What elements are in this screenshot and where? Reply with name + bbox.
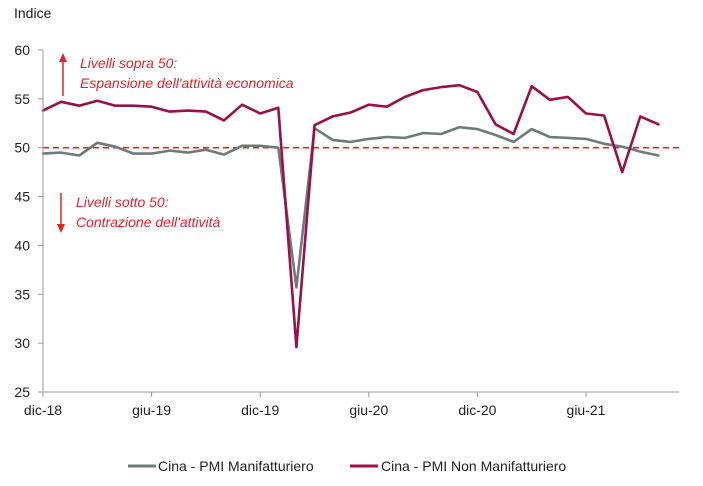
x-tick-label: dic-20 xyxy=(458,402,496,418)
x-axis-ticks: dic-18 giu-19 dic-19 giu-20 dic-20 giu-21 xyxy=(24,392,606,418)
annotation-above-line2: Espansione dell'attività economica xyxy=(80,75,294,91)
x-tick-label: giu-21 xyxy=(567,402,606,418)
y-tick-label: 30 xyxy=(14,335,30,351)
x-tick-label: giu-20 xyxy=(349,402,388,418)
legend: Cina - PMI Manifatturiero Cina - PMI Non… xyxy=(128,458,566,474)
series-line-non-manifatturiero xyxy=(41,83,660,349)
series-layer xyxy=(41,83,660,349)
y-tick-label: 35 xyxy=(14,286,30,302)
y-tick-label: 45 xyxy=(14,189,30,205)
y-tick-label: 25 xyxy=(14,384,30,400)
x-tick-label: giu-19 xyxy=(132,402,171,418)
y-axis-title: Indice xyxy=(14,5,52,21)
y-tick-label: 60 xyxy=(14,42,30,58)
y-axis-ticks: 25 30 35 40 45 50 55 60 xyxy=(14,42,43,400)
arrow-up-icon xyxy=(59,53,67,62)
y-tick-label: 50 xyxy=(14,140,30,156)
series-line-manifatturiero xyxy=(41,125,660,289)
annotation-above-line1: Livelli sopra 50: xyxy=(80,55,177,71)
annotation-below-line1: Livelli sotto 50: xyxy=(76,194,169,210)
x-tick-label: dic-18 xyxy=(24,402,62,418)
y-tick-label: 55 xyxy=(14,91,30,107)
annotation-below: Livelli sotto 50: Contrazione dell'attiv… xyxy=(57,193,221,233)
arrow-down-icon xyxy=(57,224,65,233)
legend-label-non-manifatturiero: Cina - PMI Non Manifatturiero xyxy=(381,458,566,474)
x-tick-label: dic-19 xyxy=(241,402,279,418)
legend-label-manifatturiero: Cina - PMI Manifatturiero xyxy=(158,458,314,474)
y-tick-label: 40 xyxy=(14,237,30,253)
annotation-below-line2: Contrazione dell'attività xyxy=(76,214,221,230)
annotation-above: Livelli sopra 50: Espansione dell'attivi… xyxy=(59,53,294,96)
